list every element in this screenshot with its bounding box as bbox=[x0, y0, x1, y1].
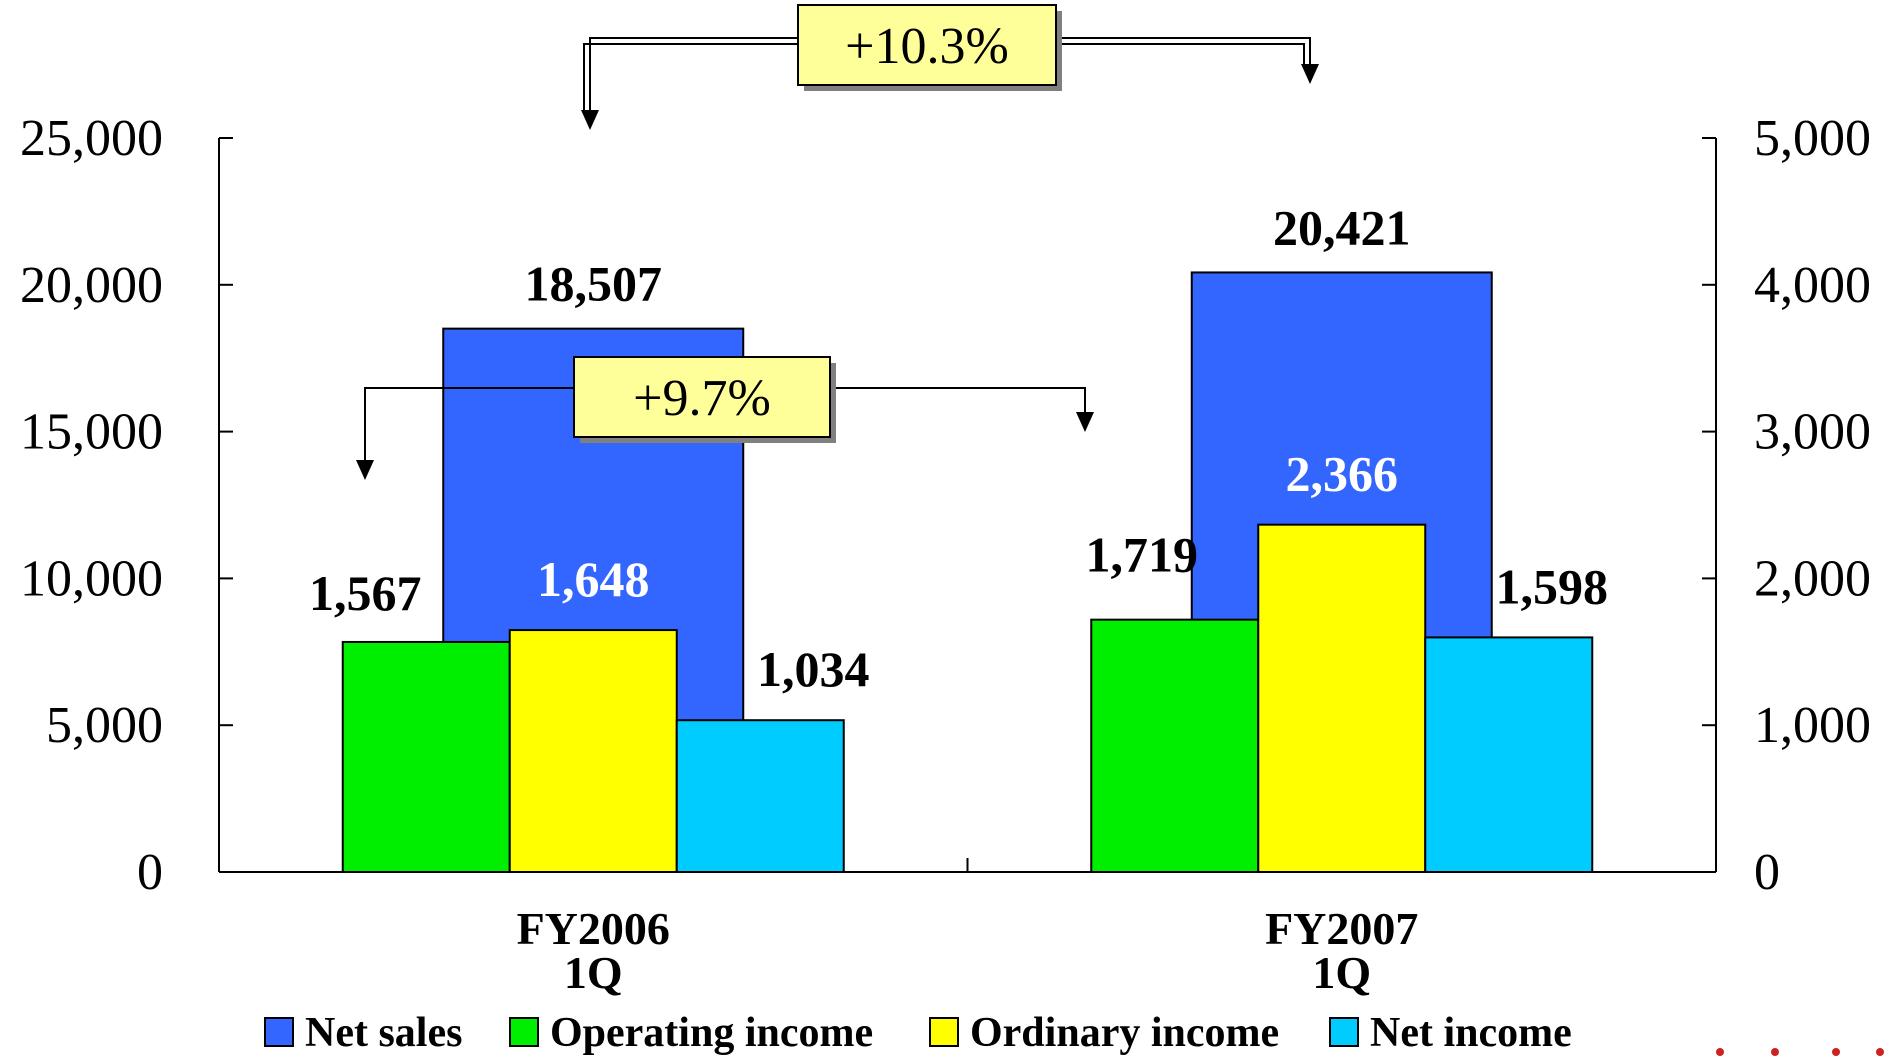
bar-operating-income bbox=[1090, 618, 1260, 874]
chart-axes: 0 5,000 10,000 15,000 20,000 25,000 0 1,000 2,00… bbox=[20, 110, 1871, 998]
right-tick-label: 2,000 bbox=[1754, 550, 1871, 607]
left-tick-label: 5,000 bbox=[46, 697, 163, 754]
right-tick-label: 4,000 bbox=[1754, 257, 1871, 314]
callout-arrowhead bbox=[1076, 412, 1094, 432]
right-tick-label: 3,000 bbox=[1754, 404, 1871, 461]
category-label: 1Q bbox=[1312, 947, 1371, 998]
decorative-dot bbox=[1876, 1048, 1884, 1056]
callout-connector-shadow bbox=[583, 43, 798, 110]
bar-net-income bbox=[675, 719, 845, 873]
category-label: FY2007 bbox=[1265, 903, 1418, 954]
legend-label-operating-income: Operating income bbox=[550, 1010, 873, 1056]
callout-connector-shadow bbox=[1056, 43, 1305, 64]
left-tick-label: 20,000 bbox=[20, 257, 163, 314]
left-tick-label: 10,000 bbox=[20, 550, 163, 607]
left-tick-label: 25,000 bbox=[20, 110, 163, 167]
left-tick-label: 0 bbox=[137, 844, 163, 901]
callout-box bbox=[573, 356, 831, 438]
legend-label-ordinary-income: Ordinary income bbox=[970, 1010, 1279, 1056]
data-label-net-income: 1,034 bbox=[757, 641, 870, 697]
callout-arrowhead bbox=[581, 110, 599, 130]
decorative-dot bbox=[1832, 1048, 1840, 1056]
decorative-dot bbox=[1716, 1048, 1724, 1056]
right-tick-label: 1,000 bbox=[1754, 697, 1871, 754]
chart-bars bbox=[341, 271, 1594, 874]
data-label-operating-income: 1,567 bbox=[309, 565, 422, 621]
chart-legend: Net sales Operating income Ordinary income… bbox=[264, 1010, 1572, 1056]
data-label-net-sales: 18,507 bbox=[525, 256, 663, 312]
legend-label-net-income: Net income bbox=[1370, 1010, 1572, 1056]
right-tick-label: 0 bbox=[1754, 844, 1780, 901]
callout-label: +9.7% bbox=[633, 370, 771, 427]
data-label-ordinary-income: 1,648 bbox=[537, 551, 650, 607]
legend-swatch-ordinary-income bbox=[929, 1017, 959, 1047]
callout-arrowhead bbox=[356, 460, 374, 480]
decorative-dot bbox=[1771, 1048, 1779, 1056]
data-label-operating-income: 1,719 bbox=[1086, 527, 1199, 583]
data-label-net-sales: 20,421 bbox=[1273, 199, 1411, 255]
category-label: 1Q bbox=[564, 947, 623, 998]
chart-callouts: +10.3% +9.7% bbox=[356, 4, 1319, 480]
legend-label-net-sales: Net sales bbox=[305, 1010, 462, 1056]
bar-operating-income bbox=[341, 640, 511, 874]
callout-arrowhead bbox=[1301, 64, 1319, 84]
data-label-ordinary-income: 2,366 bbox=[1286, 446, 1399, 502]
decorative-dots bbox=[1716, 1048, 1884, 1056]
category-label: FY2006 bbox=[517, 903, 670, 954]
callout-label: +10.3% bbox=[845, 18, 1009, 75]
legend-swatch-net-income bbox=[1329, 1017, 1359, 1047]
left-tick-label: 15,000 bbox=[20, 404, 163, 461]
chart-data-labels: 18,507 20,421 1,567 1,719 1,648 2,366 1,034 1,5… bbox=[309, 199, 1608, 697]
right-tick-label: 5,000 bbox=[1754, 110, 1871, 167]
legend-swatch-net-sales bbox=[264, 1017, 294, 1047]
bar-ordinary-income bbox=[1257, 523, 1427, 873]
legend-swatch-operating-income bbox=[509, 1017, 539, 1047]
bar-ordinary-income bbox=[508, 629, 678, 874]
growth-callout: +10.3% bbox=[583, 4, 1311, 110]
bar-net-income bbox=[1424, 636, 1594, 873]
callout-box bbox=[797, 4, 1057, 86]
growth-callout: +9.7% bbox=[364, 356, 1086, 460]
data-label-net-income: 1,598 bbox=[1496, 558, 1609, 614]
